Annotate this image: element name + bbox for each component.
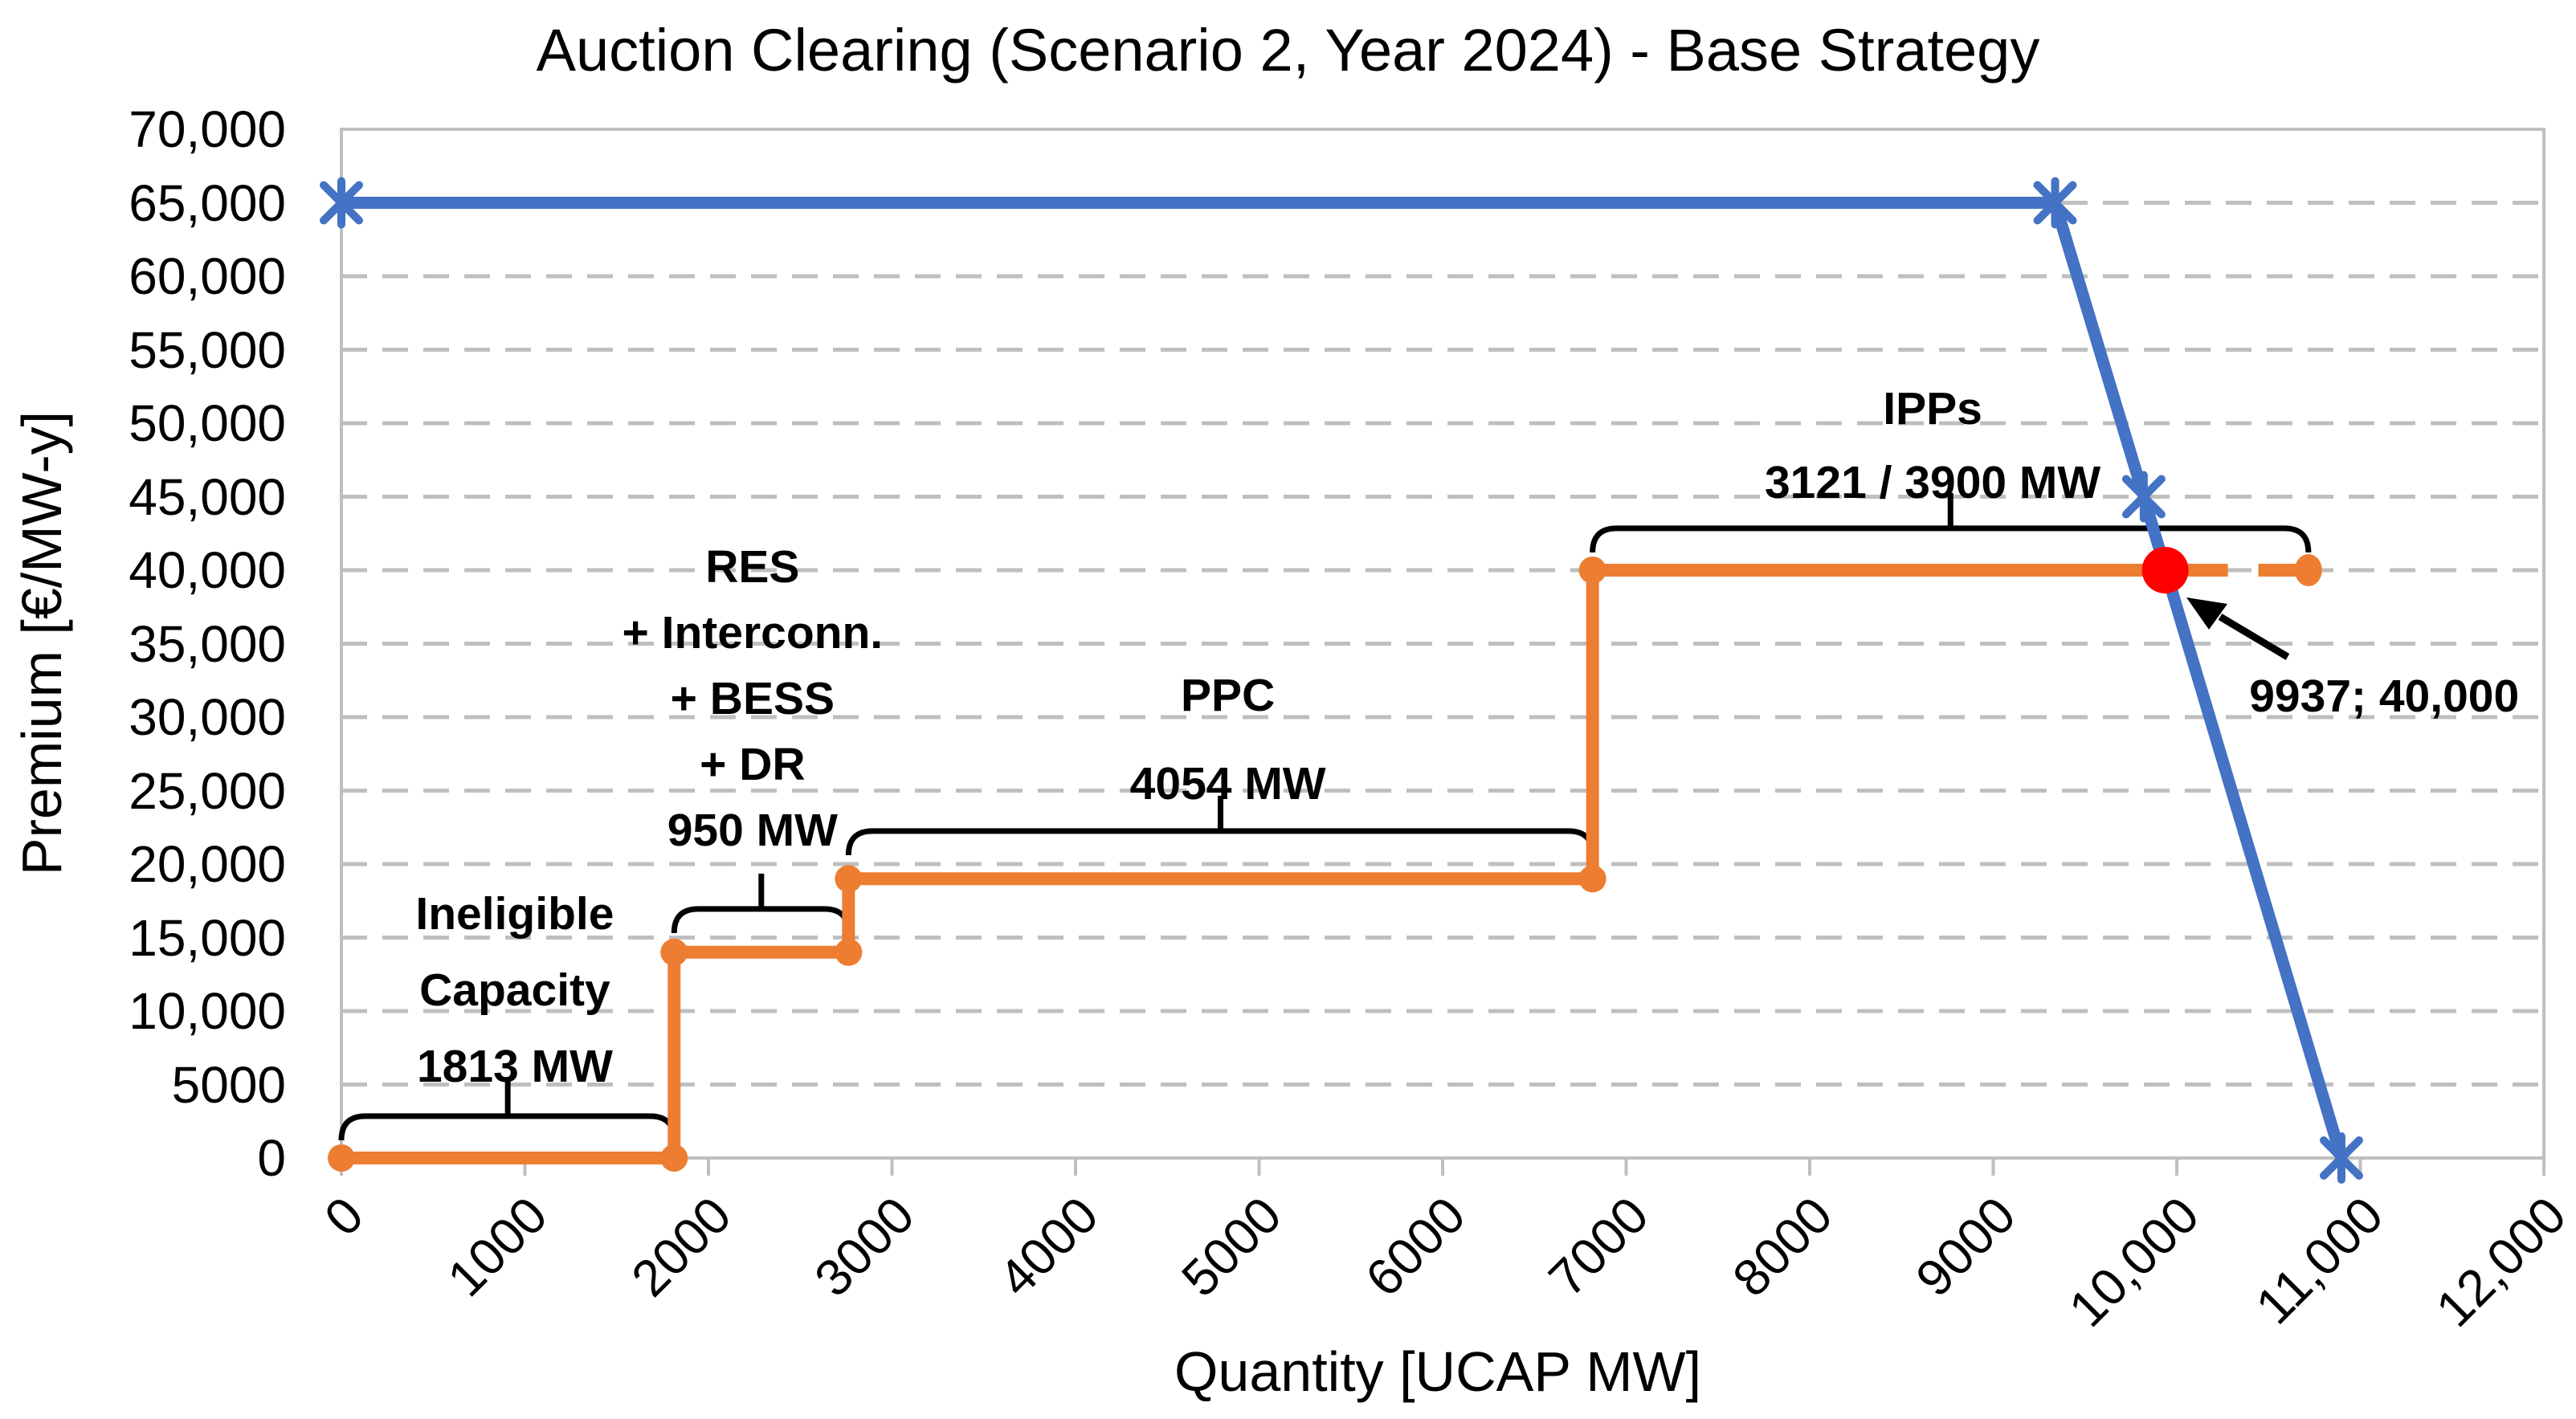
annotation-line-res: RES — [705, 541, 800, 593]
bracket — [338, 1113, 677, 1141]
y-tick-label: 70,000 — [129, 100, 286, 158]
annotation-line-res: + Interconn. — [622, 607, 884, 659]
bracket — [845, 828, 1596, 855]
supply-marker — [1578, 557, 1606, 584]
y-tick-label: 55,000 — [129, 320, 286, 379]
y-tick-label: 15,000 — [129, 908, 286, 967]
annotation-line-ppc: PPC — [1181, 669, 1276, 721]
supply-marker — [328, 1144, 355, 1172]
supply-marker — [660, 1144, 688, 1172]
supply-marker — [835, 865, 863, 893]
chart-title: Auction Clearing (Scenario 2, Year 2024)… — [536, 17, 2040, 84]
supply-end-marker — [2294, 554, 2322, 586]
y-axis-title: Premium [€/MW-y] — [10, 410, 73, 876]
y-tick-label: 5000 — [171, 1055, 286, 1114]
annotation-line-res: 950 MW — [667, 805, 838, 857]
y-tick-label: 20,000 — [129, 835, 286, 893]
y-tick-label: 25,000 — [129, 761, 286, 820]
annotation-line-ineligible: Ineligible — [415, 888, 614, 940]
annotation-arrow — [2186, 597, 2290, 660]
y-tick-label: 60,000 — [129, 247, 286, 305]
clearing-dot — [2141, 547, 2189, 593]
annotation-line-ineligible: 1813 MW — [416, 1041, 613, 1093]
supply-marker — [835, 938, 863, 966]
y-tick-label: 45,000 — [129, 467, 286, 526]
annotation-line-ppc: 4054 MW — [1129, 757, 1326, 809]
x-axis-title: Quantity [UCAP MW] — [1174, 1340, 1702, 1403]
bracket — [671, 906, 851, 933]
demand-marker — [320, 177, 363, 229]
annotation-line-ipps: IPPs — [1883, 382, 1982, 434]
demand-marker — [2033, 177, 2077, 229]
annotation-line-ineligible: Capacity — [419, 964, 610, 1017]
y-tick-label: 65,000 — [129, 173, 286, 232]
y-tick-label: 10,000 — [129, 982, 286, 1040]
demand-marker — [2319, 1132, 2363, 1184]
annotation-line-ipps: 3121 / 3900 MW — [1764, 456, 2101, 508]
clearing-point-label: 9937; 40,000 — [2249, 671, 2520, 723]
y-tick-label: 35,000 — [129, 614, 286, 673]
demand-line — [341, 197, 2348, 1160]
y-tick-label: 30,000 — [129, 688, 286, 746]
y-tick-label: 40,000 — [129, 541, 286, 599]
bracket — [1590, 525, 2312, 553]
y-tick-label: 50,000 — [129, 394, 286, 452]
y-tick-label: 0 — [257, 1129, 286, 1187]
annotation-line-res: + BESS — [670, 673, 835, 725]
demand-marker — [2121, 471, 2166, 523]
supply-line — [341, 564, 2166, 1164]
supply-marker — [660, 938, 688, 966]
supply-marker — [1578, 865, 1606, 893]
annotation-line-res: + DR — [700, 739, 806, 791]
